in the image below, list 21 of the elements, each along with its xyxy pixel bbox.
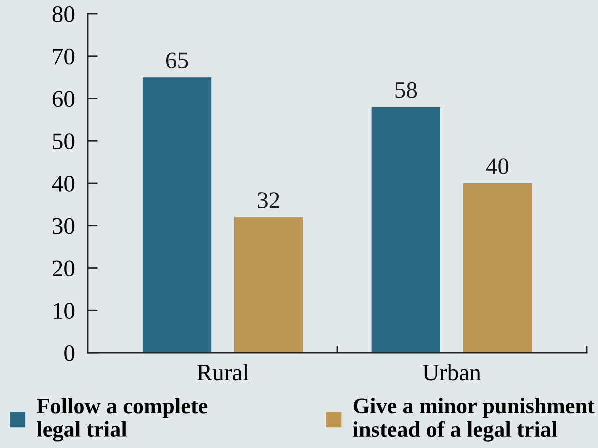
y-tick-label: 60 bbox=[52, 91, 75, 108]
data-label: 40 bbox=[486, 158, 509, 175]
data-label: 58 bbox=[396, 82, 418, 98]
bar bbox=[234, 217, 304, 353]
x-tick-label: Rural bbox=[198, 364, 249, 381]
y-tick-label: 30 bbox=[53, 218, 75, 234]
y-tick-label: 80 bbox=[52, 6, 75, 22]
bar bbox=[463, 184, 532, 353]
data-label: 65 bbox=[166, 52, 188, 69]
y-tick-label: 0 bbox=[64, 345, 75, 362]
legend-label: Follow a complete legal trial bbox=[37, 398, 208, 442]
data-label: 32 bbox=[258, 192, 280, 208]
x-tick-label: Urban bbox=[422, 364, 482, 381]
y-tick-label: 20 bbox=[52, 260, 75, 277]
bar bbox=[142, 78, 212, 353]
legend-label: Give a minor punishment instead of a legal trial bbox=[353, 398, 595, 442]
y-tick-label: 40 bbox=[52, 176, 75, 192]
y-tick-label: 70 bbox=[53, 48, 75, 65]
bar bbox=[372, 107, 441, 353]
y-tick-label: 10 bbox=[54, 303, 75, 320]
y-tick-label: 50 bbox=[53, 134, 75, 150]
